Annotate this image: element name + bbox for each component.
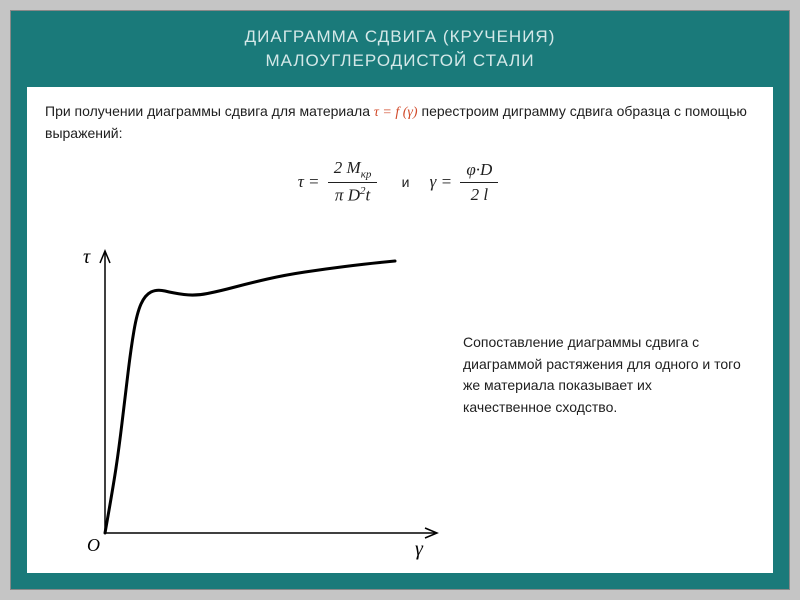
axes [100, 251, 437, 538]
origin-label: O [87, 535, 100, 555]
gamma-numerator: φ·D [460, 160, 498, 183]
intro-part1: При получении диаграммы сдвига для матер… [45, 103, 374, 119]
y-axis-label: τ [83, 246, 91, 268]
title-line-2: МАЛОУГЛЕРОДИСТОЙ СТАЛИ [11, 49, 789, 73]
title-line-1: ДИАГРАММА СДВИГА (КРУЧЕНИЯ) [11, 25, 789, 49]
intro-text: При получении диаграммы сдвига для матер… [45, 101, 755, 144]
slide: ДИАГРАММА СДВИГА (КРУЧЕНИЯ) МАЛОУГЛЕРОДИ… [10, 10, 790, 590]
chart-svg: τ γ O [45, 233, 465, 563]
formulas-row: τ = 2 Mкр π D2t и γ = φ·D 2 l [45, 158, 755, 206]
relation-function: τ = f (γ) [374, 105, 418, 120]
x-axis-label: γ [415, 538, 424, 560]
tau-equals: τ = [298, 172, 320, 191]
comparison-note: Сопоставление диаграммы сдвига с диаграм… [463, 332, 743, 419]
connector-and: и [402, 174, 410, 190]
shear-diagram-chart: τ γ O [45, 233, 465, 563]
tau-numerator: 2 Mкр [328, 158, 378, 183]
content-panel: При получении диаграммы сдвига для матер… [27, 87, 773, 573]
gamma-denominator: 2 l [460, 183, 498, 205]
slide-title: ДИАГРАММА СДВИГА (КРУЧЕНИЯ) МАЛОУГЛЕРОДИ… [11, 11, 789, 83]
gamma-fraction: φ·D 2 l [460, 160, 498, 205]
stress-strain-curve [105, 261, 395, 533]
tau-fraction: 2 Mкр π D2t [328, 158, 378, 206]
tau-denominator: π D2t [328, 183, 378, 206]
gamma-equals: γ = [430, 172, 452, 191]
